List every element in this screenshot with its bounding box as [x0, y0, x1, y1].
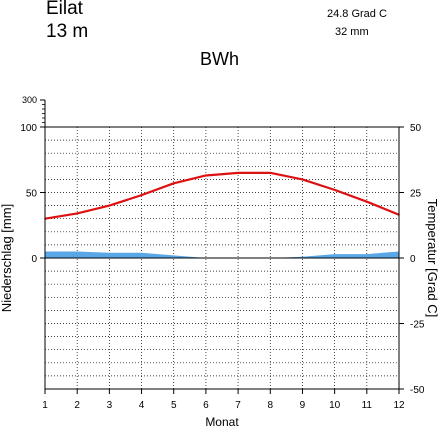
right-tick-label: 0 — [410, 254, 416, 265]
temperature-point — [172, 182, 175, 185]
x-tick-label: 8 — [267, 400, 273, 411]
x-tick-label: 6 — [203, 400, 209, 411]
left-tick-label: 300 — [22, 95, 37, 105]
station-elevation: 13 m — [46, 21, 89, 42]
climate-classification: BWh — [200, 49, 240, 69]
x-tick-label: 10 — [329, 400, 341, 411]
left-tick-label: 100 — [20, 123, 37, 134]
annual-precipitation: 32 mm — [335, 26, 369, 38]
right-axis-label: Temperatur [Grad C] — [425, 199, 439, 318]
x-tick-label: 12 — [393, 400, 405, 411]
temperature-point — [366, 200, 368, 203]
temperature-point — [108, 204, 111, 207]
x-tick-label: 4 — [139, 400, 145, 411]
x-tick-label: 7 — [235, 400, 241, 411]
x-tick-label: 5 — [171, 400, 177, 411]
right-tick-label: -25 — [410, 320, 425, 331]
left-axis-label: Niederschlag [mm] — [0, 204, 14, 312]
right-tick-label: 50 — [410, 123, 422, 134]
grid — [45, 127, 399, 389]
mean-temperature: 24.8 Grad C — [327, 8, 387, 20]
temperature-point — [333, 189, 336, 191]
plot-frame — [44, 100, 400, 390]
station-name: Eilat — [46, 0, 83, 19]
temperature-line — [44, 171, 400, 220]
precipitation-area — [45, 251, 399, 258]
temperature-point — [237, 172, 239, 174]
x-tick-label: 9 — [300, 400, 306, 411]
x-axis-label: Monat — [205, 415, 239, 429]
x-tick-label: 2 — [74, 400, 80, 411]
temperature-point — [140, 194, 143, 196]
x-tick-label: 3 — [107, 400, 113, 411]
temperature-point — [76, 212, 78, 215]
temperature-point — [205, 174, 207, 177]
temperature-point — [269, 172, 272, 174]
x-tick-label: 11 — [362, 400, 373, 411]
right-tick-label: -50 — [410, 385, 425, 396]
right-tick-label: 25 — [410, 189, 422, 200]
x-tick-label: 1 — [42, 400, 48, 411]
precipitation-series — [45, 251, 399, 258]
left-tick-label: 0 — [31, 254, 37, 265]
temperature-point — [301, 178, 304, 181]
left-tick-label: 50 — [26, 189, 38, 200]
temperature-series — [44, 171, 400, 220]
